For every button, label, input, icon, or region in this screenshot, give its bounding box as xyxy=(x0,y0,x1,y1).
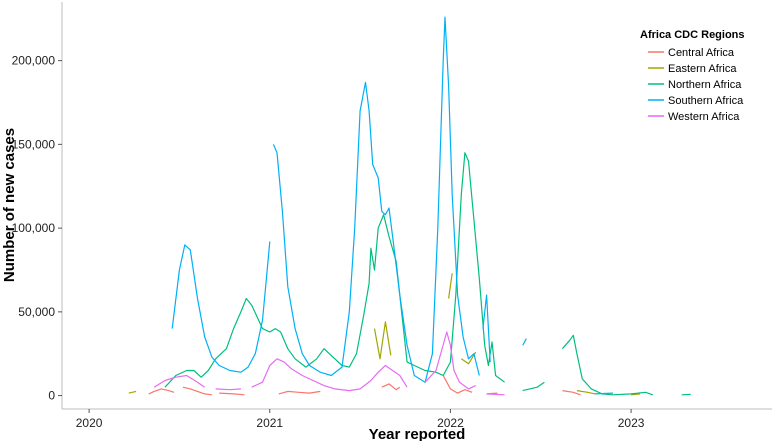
series-southern-africa xyxy=(171,16,614,395)
series-northern-africa xyxy=(164,152,691,396)
series-western-africa xyxy=(153,331,505,396)
y-tick-label: 200,000 xyxy=(12,54,56,68)
series-central-africa xyxy=(148,375,581,396)
series-line-eastern-africa xyxy=(128,390,137,394)
series-line-southern-africa xyxy=(171,241,271,373)
series-line-southern-africa xyxy=(272,16,480,383)
plot-area xyxy=(61,2,772,410)
series-line-western-africa xyxy=(215,388,241,391)
series-line-central-africa xyxy=(182,386,212,396)
series-line-central-africa xyxy=(381,383,401,391)
series-line-eastern-africa xyxy=(631,393,641,396)
series-line-northern-africa xyxy=(522,381,545,392)
series-line-southern-africa xyxy=(482,294,491,363)
series-line-central-africa xyxy=(148,388,175,395)
legend-label: Eastern Africa xyxy=(668,63,737,75)
series-line-northern-africa xyxy=(561,334,653,396)
series-line-central-africa xyxy=(562,390,581,396)
legend-title: Africa CDC Regions xyxy=(640,29,745,41)
series-line-northern-africa xyxy=(164,152,505,388)
series-line-southern-africa xyxy=(594,392,614,395)
x-tick-label: 2021 xyxy=(256,416,283,430)
series-line-central-africa xyxy=(278,390,321,395)
y-tick-label: 100,000 xyxy=(12,221,56,235)
legend-item-western-africa: Western Africa xyxy=(648,111,740,123)
series-line-western-africa xyxy=(486,393,505,396)
x-tick-label: 2020 xyxy=(76,416,103,430)
series-line-eastern-africa xyxy=(576,390,596,395)
series-line-eastern-africa xyxy=(373,321,392,360)
series-layer xyxy=(128,16,691,396)
y-axis-ticks: 0 50,000 100,000 150,000 200,000 xyxy=(12,54,62,403)
y-tick-label: 50,000 xyxy=(18,305,55,319)
legend-label: Northern Africa xyxy=(668,79,742,91)
y-tick-label: 0 xyxy=(48,389,55,403)
y-axis-title: Number of new cases xyxy=(1,128,18,282)
y-tick-label: 150,000 xyxy=(12,137,56,151)
series-line-central-africa xyxy=(442,375,473,394)
legend-label: Western Africa xyxy=(668,111,740,123)
legend-item-central-africa: Central Africa xyxy=(648,47,735,59)
series-line-western-africa xyxy=(251,358,408,392)
series-eastern-africa xyxy=(128,273,641,396)
legend-label: Central Africa xyxy=(668,47,735,59)
x-tick-label: 2022 xyxy=(437,416,464,430)
series-line-eastern-africa xyxy=(448,273,453,299)
series-line-southern-africa xyxy=(522,338,527,346)
series-line-northern-africa xyxy=(681,393,691,396)
series-line-western-africa xyxy=(424,331,476,390)
series-line-eastern-africa xyxy=(460,351,477,365)
series-line-central-africa xyxy=(219,392,245,396)
x-axis-ticks: 2020 2021 2022 2023 xyxy=(76,409,645,430)
legend: Africa CDC Regions Central Africa Eastern… xyxy=(640,29,745,123)
x-axis-title: Year reported xyxy=(369,426,466,441)
legend-label: Southern Africa xyxy=(668,95,744,107)
legend-item-eastern-africa: Eastern Africa xyxy=(648,63,737,75)
x-tick-label: 2023 xyxy=(618,416,645,430)
series-line-western-africa xyxy=(153,374,206,388)
legend-item-northern-africa: Northern Africa xyxy=(648,79,742,91)
legend-item-southern-africa: Southern Africa xyxy=(648,95,744,107)
